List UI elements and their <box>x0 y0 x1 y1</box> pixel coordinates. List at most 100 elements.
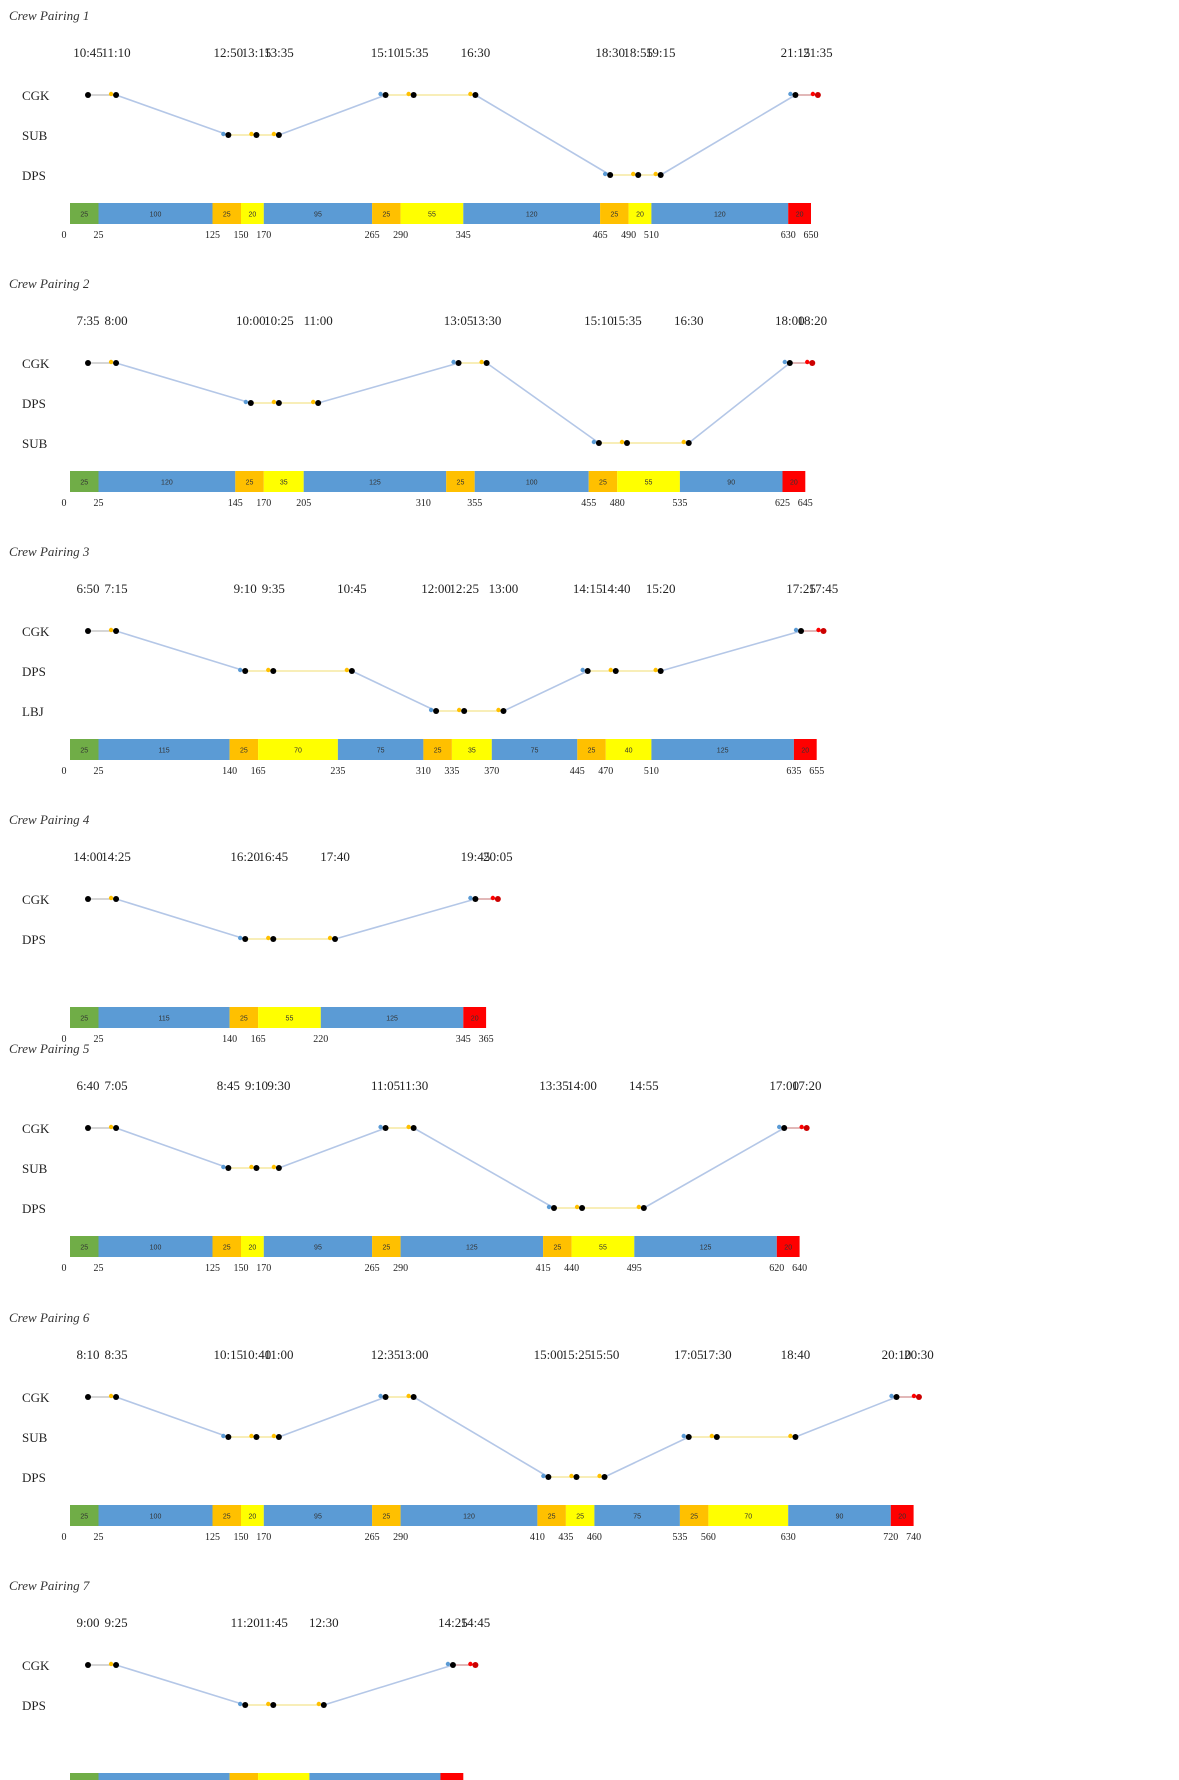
time-label: 14:00 <box>73 849 103 864</box>
event-marker <box>657 172 664 178</box>
event-marker <box>270 1702 277 1708</box>
event-lead-marker <box>243 399 249 405</box>
event-lead-marker <box>428 707 434 713</box>
duty-segment-label: 25 <box>80 479 88 486</box>
time-label: 10:45 <box>73 45 103 60</box>
cumulative-tick-label: 655 <box>809 766 824 777</box>
event-marker <box>713 1434 720 1440</box>
duty-segment-flight <box>463 203 601 224</box>
event-marker <box>579 1205 586 1211</box>
duty-segment-label: 55 <box>645 479 653 486</box>
cumulative-tick-label: 495 <box>627 1263 642 1274</box>
duty-segment-label: 120 <box>463 1513 475 1520</box>
timeline-connector <box>486 362 600 444</box>
event-lead-marker <box>569 1473 574 1479</box>
duty-segment-flight <box>98 1236 213 1257</box>
duty-segment-label: 20 <box>790 479 798 486</box>
time-label: 12:50 <box>214 45 244 60</box>
event-lead-marker <box>799 1124 804 1130</box>
event-marker <box>85 92 91 98</box>
time-label: 9:10 <box>234 581 257 596</box>
event-lead-marker <box>653 171 658 177</box>
cumulative-tick-label: 370 <box>484 766 499 777</box>
event-lead-marker <box>266 1701 271 1707</box>
duty-segment-label: 55 <box>428 211 436 218</box>
time-label: 11:10 <box>102 45 131 60</box>
duty-segment-label: 120 <box>161 479 173 486</box>
event-marker <box>551 1205 558 1211</box>
event-marker <box>915 1394 922 1400</box>
airport-label-dps: DPS <box>22 932 46 947</box>
event-marker <box>820 628 827 634</box>
timeline-connector <box>413 1127 555 1209</box>
duty-segment-label: 25 <box>588 747 596 754</box>
timeline-connector <box>351 670 437 712</box>
event-marker <box>472 92 479 98</box>
event-lead-marker <box>266 935 271 941</box>
event-marker <box>410 1394 417 1400</box>
duty-segment-flight <box>263 1236 373 1257</box>
event-marker <box>113 1394 120 1400</box>
duty-segment-transit <box>446 471 475 492</box>
time-label: 20:30 <box>904 1347 934 1362</box>
duty-segment-label: 25 <box>553 1244 561 1251</box>
duty-segment-label: 125 <box>369 479 381 486</box>
event-marker <box>500 708 507 714</box>
duty-segment-ground <box>617 471 680 492</box>
duty-segment-label: 100 <box>150 211 162 218</box>
cumulative-tick-label: 740 <box>906 1532 921 1543</box>
cumulative-tick-label: 465 <box>593 230 608 241</box>
airport-label-cgk: CGK <box>22 1390 50 1405</box>
time-label: 16:20 <box>230 849 260 864</box>
timeline-connector <box>604 1436 690 1478</box>
cumulative-tick-label: 140 <box>222 766 237 777</box>
pairing-title: Crew Pairing 3 <box>9 544 90 559</box>
time-label: 17:20 <box>792 1078 822 1093</box>
duty-segment-debrief <box>776 1236 800 1257</box>
event-marker <box>85 628 91 634</box>
time-label: 16:30 <box>674 313 704 328</box>
duty-segment-flight <box>309 1773 441 1780</box>
event-marker <box>410 92 417 98</box>
event-marker <box>472 1662 479 1668</box>
time-label: 17:00 <box>769 1078 799 1093</box>
time-label: 9:35 <box>262 581 285 596</box>
time-label: 10:40 <box>242 1347 272 1362</box>
event-marker <box>113 896 120 902</box>
duty-segment-label: 25 <box>223 211 231 218</box>
event-marker <box>657 668 664 674</box>
event-marker <box>270 936 277 942</box>
duty-segment-transit <box>212 203 241 224</box>
duty-segment-briefing <box>70 1236 99 1257</box>
event-lead-marker <box>681 439 686 445</box>
event-lead-marker <box>316 1701 322 1707</box>
duty-segment-ground <box>263 471 304 492</box>
event-marker <box>449 1662 456 1668</box>
timeline-connector <box>278 1127 386 1169</box>
time-label: 10:15 <box>214 1347 244 1362</box>
time-label: 13:15 <box>242 45 272 60</box>
duty-segment-label: 100 <box>150 1244 162 1251</box>
time-label: 13:35 <box>264 45 294 60</box>
duty-segment-flight <box>594 1505 680 1526</box>
event-marker <box>545 1474 552 1480</box>
event-marker <box>275 1434 282 1440</box>
event-marker <box>472 896 479 902</box>
event-marker <box>382 1125 389 1131</box>
event-lead-marker <box>496 707 501 713</box>
duty-segment-label: 20 <box>898 1513 906 1520</box>
time-label: 16:45 <box>258 849 288 864</box>
event-lead-marker <box>108 91 114 97</box>
cumulative-tick-label: 640 <box>792 1263 807 1274</box>
cumulative-tick-label: 480 <box>610 498 625 509</box>
time-label: 10:45 <box>337 581 367 596</box>
event-lead-marker <box>108 627 114 633</box>
time-label: 6:50 <box>76 581 99 596</box>
time-label: 13:00 <box>489 581 519 596</box>
event-marker <box>113 1125 120 1131</box>
time-label: 17:25 <box>786 581 816 596</box>
duty-segment-flight <box>651 739 794 760</box>
timeline-connector <box>115 1396 229 1438</box>
cumulative-tick-label: 510 <box>644 230 659 241</box>
time-label: 9:00 <box>76 1615 99 1630</box>
